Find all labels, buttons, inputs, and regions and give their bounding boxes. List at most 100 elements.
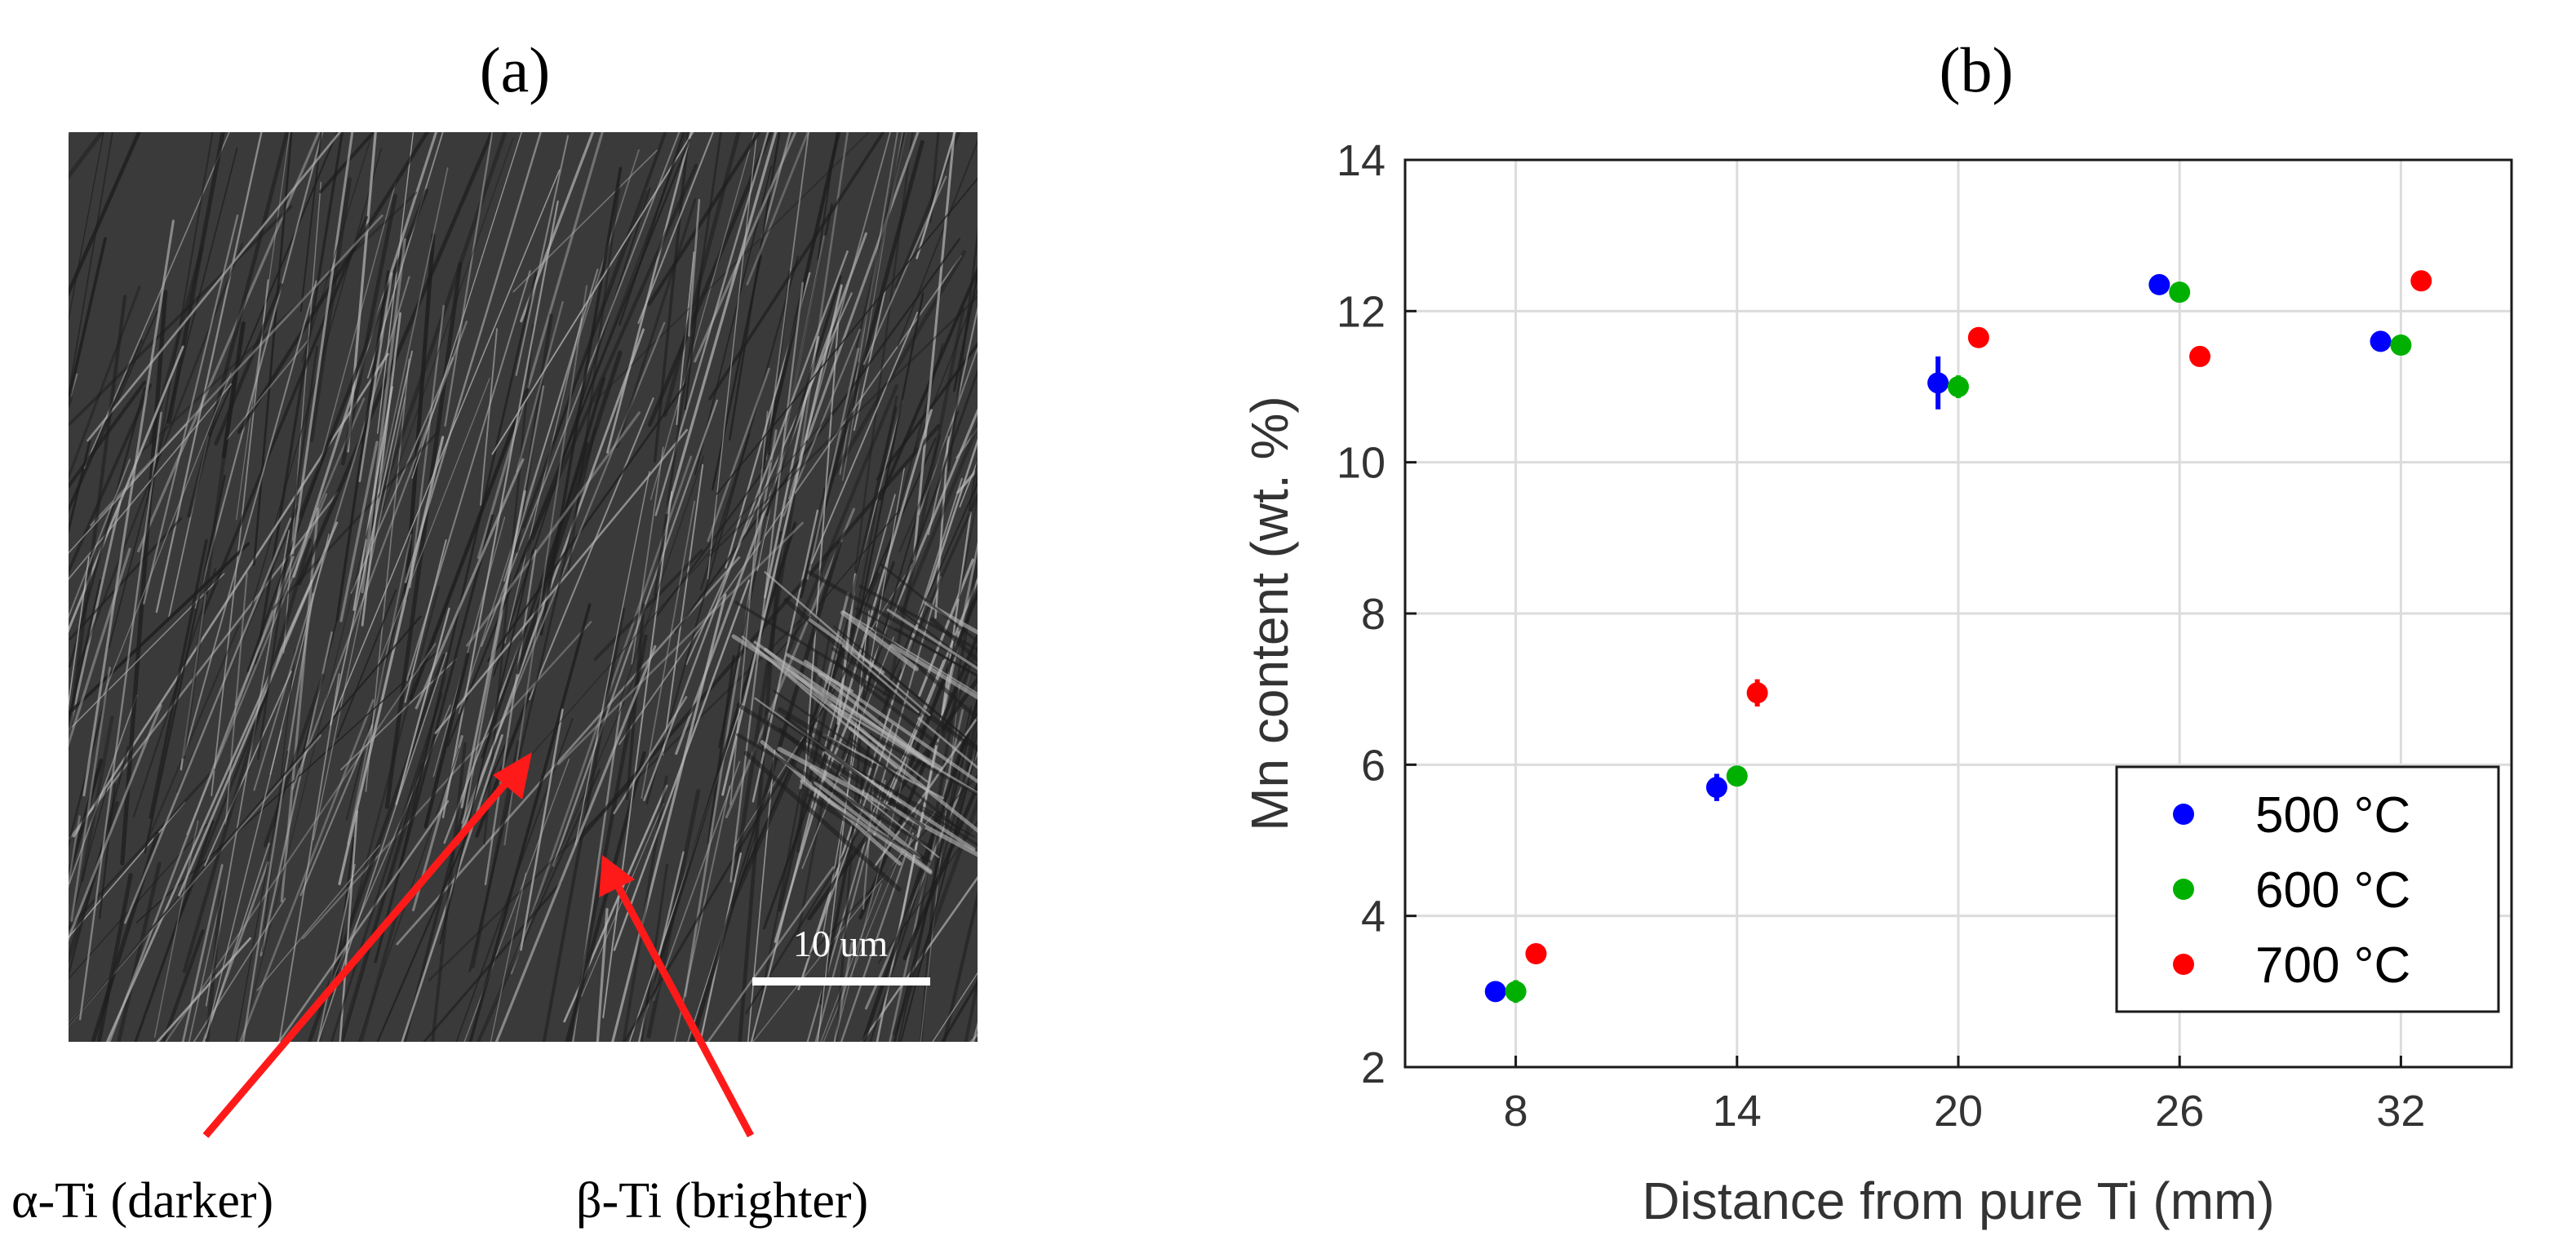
sem-lamella bbox=[226, 339, 310, 440]
data-point bbox=[2169, 281, 2191, 303]
sem-lamella bbox=[330, 350, 413, 726]
y-tick-label: 8 bbox=[1361, 590, 1386, 639]
y-axis-label: Mn content (wt. %) bbox=[1240, 396, 1299, 831]
data-point bbox=[1927, 372, 1949, 394]
sem-lamella bbox=[292, 132, 438, 578]
sem-lamella bbox=[69, 132, 104, 323]
data-point bbox=[2410, 270, 2432, 292]
sem-lamella bbox=[1004, 639, 1101, 1092]
sem-lamella bbox=[237, 132, 430, 434]
sem-lamella bbox=[397, 272, 538, 877]
sem-lamella bbox=[339, 441, 379, 622]
sem-lamella bbox=[647, 132, 761, 306]
sem-lamella bbox=[69, 345, 184, 633]
sem-lamella bbox=[77, 242, 244, 667]
sem-lamella bbox=[503, 268, 599, 582]
sem-lamella bbox=[964, 974, 978, 1042]
sem-lamella bbox=[643, 250, 849, 801]
scatter-chart: 8 14 20 26 32 2 4 6 8 10 12 14 Distance from pure … bbox=[1240, 136, 2513, 1230]
sem-lamella bbox=[137, 192, 418, 456]
sem-lamella bbox=[880, 564, 978, 644]
sem-lamella bbox=[1007, 93, 1176, 492]
sem-lamella bbox=[911, 288, 978, 458]
sem-lamella bbox=[149, 538, 208, 819]
legend-marker bbox=[2173, 954, 2194, 975]
sem-lamella bbox=[520, 163, 698, 563]
sem-lamella bbox=[991, 745, 1021, 901]
sem-lamella bbox=[708, 132, 885, 401]
legend-marker bbox=[2173, 804, 2194, 825]
sem-lamella bbox=[376, 378, 490, 668]
sem-lamella bbox=[858, 631, 978, 920]
sem-lamella bbox=[486, 383, 686, 662]
sem-lamella bbox=[0, 744, 42, 1110]
sem-lamella bbox=[663, 132, 741, 418]
sem-lamella bbox=[116, 862, 162, 1042]
sem-lamella bbox=[465, 411, 641, 647]
sem-lamella bbox=[361, 238, 406, 594]
sem-lamella bbox=[69, 383, 233, 580]
sem-lamella bbox=[969, 1033, 978, 1042]
sem-lamella bbox=[521, 408, 836, 766]
plot-frame bbox=[1403, 158, 2513, 1069]
sem-lamella bbox=[653, 132, 690, 463]
sem-lamella bbox=[746, 132, 809, 286]
x-tick-label: 14 bbox=[1713, 1087, 1762, 1136]
sem-lamella bbox=[615, 198, 697, 449]
sem-lamella bbox=[840, 610, 919, 671]
panel-a-label: (a) bbox=[480, 34, 551, 105]
sem-lamella bbox=[876, 780, 978, 847]
sem-lamella bbox=[291, 321, 468, 791]
sem-lamella bbox=[494, 645, 657, 1042]
sem-lamella bbox=[256, 844, 381, 991]
sem-lamella bbox=[69, 704, 162, 942]
legend-label: 700 °C bbox=[2255, 937, 2410, 994]
sem-lamella bbox=[193, 897, 286, 1042]
sem-lamella bbox=[783, 329, 861, 517]
sem-lamella bbox=[654, 132, 769, 516]
sem-lamella bbox=[182, 538, 313, 973]
sem-lamella bbox=[662, 463, 704, 756]
sem-lamella bbox=[69, 758, 104, 884]
sem-lamella bbox=[0, 897, 4, 1037]
sem-lamella bbox=[858, 292, 924, 615]
sem-lamella bbox=[69, 556, 90, 709]
sem-lamella bbox=[0, 7, 46, 521]
sem-lamella bbox=[0, 488, 2, 714]
sem-lamella bbox=[431, 742, 467, 1042]
sem-lamella bbox=[0, 58, 34, 613]
sem-lamella bbox=[338, 436, 445, 886]
sem-lamella bbox=[916, 132, 956, 259]
sem-lamella bbox=[483, 324, 534, 845]
sem-lamella bbox=[0, 143, 37, 492]
sem-lamella bbox=[1024, 693, 1157, 1211]
sem-lamella bbox=[336, 589, 397, 738]
sem-lamella bbox=[361, 312, 401, 627]
sem-lamella bbox=[803, 321, 840, 782]
sem-lamella bbox=[402, 775, 474, 1042]
sem-lamella bbox=[645, 255, 800, 805]
sem-lamella bbox=[376, 167, 449, 498]
sem-lamella bbox=[707, 367, 770, 543]
sem-lamella bbox=[515, 135, 570, 376]
sem-lamella bbox=[743, 751, 902, 892]
sem-lamella bbox=[0, 0, 61, 418]
sem-lamella bbox=[1053, 0, 1095, 502]
sem-lamella bbox=[1058, 845, 1114, 1043]
scale-bar-label: 10 um bbox=[793, 923, 889, 964]
sem-lamella bbox=[916, 550, 978, 931]
sem-lamella bbox=[1040, 345, 1097, 576]
sem-lamella bbox=[876, 342, 978, 481]
sem-lamella bbox=[806, 576, 942, 1042]
sem-lamella bbox=[814, 779, 886, 1042]
sem-lamella bbox=[69, 310, 158, 513]
sem-lamella bbox=[0, 375, 16, 897]
sem-lamella bbox=[842, 610, 978, 695]
sem-lamella bbox=[69, 373, 78, 406]
sem-lamellae bbox=[0, 0, 1176, 1211]
sem-lamella bbox=[346, 132, 377, 453]
sem-lamella bbox=[753, 640, 928, 763]
sem-lamella bbox=[641, 500, 695, 800]
sem-lamella bbox=[1037, 238, 1087, 405]
